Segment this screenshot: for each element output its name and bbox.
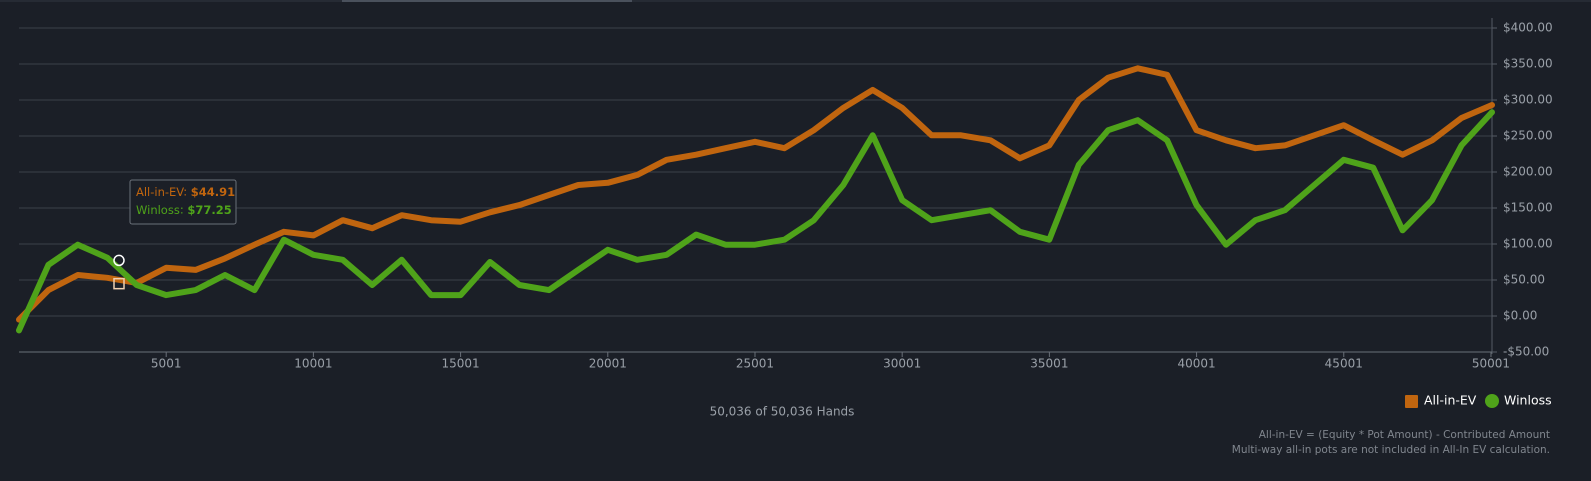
y-tick-label: $350.00 [1503,57,1553,71]
hands-label: 50,036 of 50,036 Hands [710,405,855,419]
x-tick-label: 40001 [1177,357,1215,371]
tooltip-value: $77.25 [187,203,231,217]
x-tick-label: 25001 [736,357,774,371]
tooltip-name: Winloss [136,203,180,217]
x-tick-label: 50001 [1472,357,1510,371]
x-tick-label: 5001 [151,357,182,371]
y-tick-label: -$50.00 [1503,345,1549,359]
x-tick-label: 35001 [1030,357,1068,371]
y-tick-label: $0.00 [1503,309,1537,323]
overlay: All-in-EV: $44.91 Winloss: $77.25 All-in-E… [113,179,1552,408]
y-tick-label: $100.00 [1503,237,1553,251]
tooltip-text: Winloss: $77.25 [136,203,232,217]
y-tick-label: $150.00 [1503,201,1553,215]
x-tick-label: 20001 [589,357,627,371]
legend-label: Winloss [1504,393,1552,408]
y-tick-label: $400.00 [1503,21,1553,35]
tooltip-name: All-in-EV [136,185,184,199]
series-line [16,65,1495,323]
tooltip-value: $44.91 [191,185,235,199]
top-border [0,0,1591,2]
x-tick-label: 45001 [1325,357,1363,371]
active-tab-indicator [342,0,632,2]
legend-marker [1485,394,1499,408]
x-tick-label: 10001 [294,357,332,371]
series-line [16,109,1495,334]
y-tick-label: $50.00 [1503,273,1545,287]
y-tick-label: $200.00 [1503,165,1553,179]
x-tick-label: 15001 [441,357,479,371]
tooltip-marker [113,254,125,267]
x-tick-label: 30001 [883,357,921,371]
grid: -$50.00 $0.00 $50.00 $100.00 $150.00 $200.00 $… [19,18,1553,371]
footnote: All-in-EV = (Equity * Pot Amount) - Cont… [1259,429,1550,441]
footnote: Multi-way all-in pots are not included i… [1232,444,1550,456]
tooltip-text: All-in-EV: $44.91 [136,185,235,199]
legend-marker [1405,395,1418,408]
legend-label: All-in-EV [1424,393,1477,408]
plot [16,65,1495,334]
y-tick-label: $300.00 [1503,93,1553,107]
tooltip-box [129,179,237,225]
y-tick-label: $250.00 [1503,129,1553,143]
tooltip-marker [113,277,125,290]
